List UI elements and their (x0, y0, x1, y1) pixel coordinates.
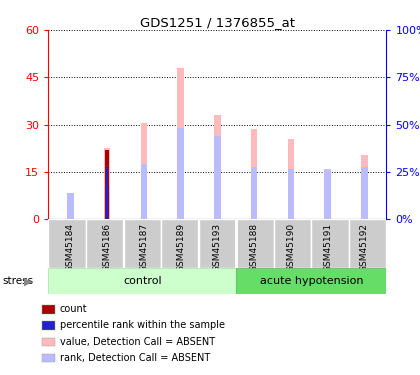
Bar (288, 139, 294, 219)
Bar (123, 219, 161, 268)
Bar (104, 186, 110, 219)
Bar (251, 167, 257, 219)
Text: rank, Detection Call = ABSENT: rank, Detection Call = ABSENT (60, 353, 210, 363)
Text: GSM45184: GSM45184 (66, 223, 75, 272)
Bar (141, 123, 147, 219)
Text: GSM45187: GSM45187 (139, 223, 148, 272)
Bar (67, 194, 74, 219)
Bar (48, 219, 86, 268)
Bar (324, 169, 331, 219)
Text: ▶: ▶ (24, 276, 33, 286)
Text: percentile rank within the sample: percentile rank within the sample (60, 321, 225, 330)
Bar (177, 68, 184, 219)
Text: GSM45188: GSM45188 (249, 223, 259, 272)
Bar (288, 169, 294, 219)
Bar (349, 219, 386, 268)
Bar (274, 219, 311, 268)
Bar (48, 268, 236, 294)
Text: value, Detection Call = ABSENT: value, Detection Call = ABSENT (60, 337, 215, 346)
Bar (312, 219, 349, 268)
Bar (106, 167, 108, 219)
Bar (161, 219, 198, 268)
Text: GSM45191: GSM45191 (323, 223, 332, 272)
Text: stress: stress (2, 276, 33, 286)
Text: GSM45186: GSM45186 (102, 223, 112, 272)
Text: GSM45189: GSM45189 (176, 223, 185, 272)
Text: count: count (60, 304, 87, 314)
Bar (361, 154, 368, 219)
Bar (105, 150, 109, 219)
Bar (251, 129, 257, 219)
Text: GSM45192: GSM45192 (360, 223, 369, 272)
Bar (214, 136, 221, 219)
Text: control: control (123, 276, 162, 286)
Text: GSM45190: GSM45190 (286, 223, 295, 272)
Bar (199, 219, 236, 268)
Bar (361, 167, 368, 219)
Bar (236, 219, 273, 268)
Text: acute hypotension: acute hypotension (260, 276, 363, 286)
Bar (214, 115, 221, 219)
Bar (104, 148, 110, 219)
Title: GDS1251 / 1376855_at: GDS1251 / 1376855_at (140, 16, 295, 29)
Bar (141, 164, 147, 219)
Bar (236, 268, 386, 294)
Text: GSM45193: GSM45193 (213, 223, 222, 272)
Bar (67, 192, 74, 219)
Bar (324, 171, 331, 219)
Bar (86, 219, 123, 268)
Bar (177, 128, 184, 219)
